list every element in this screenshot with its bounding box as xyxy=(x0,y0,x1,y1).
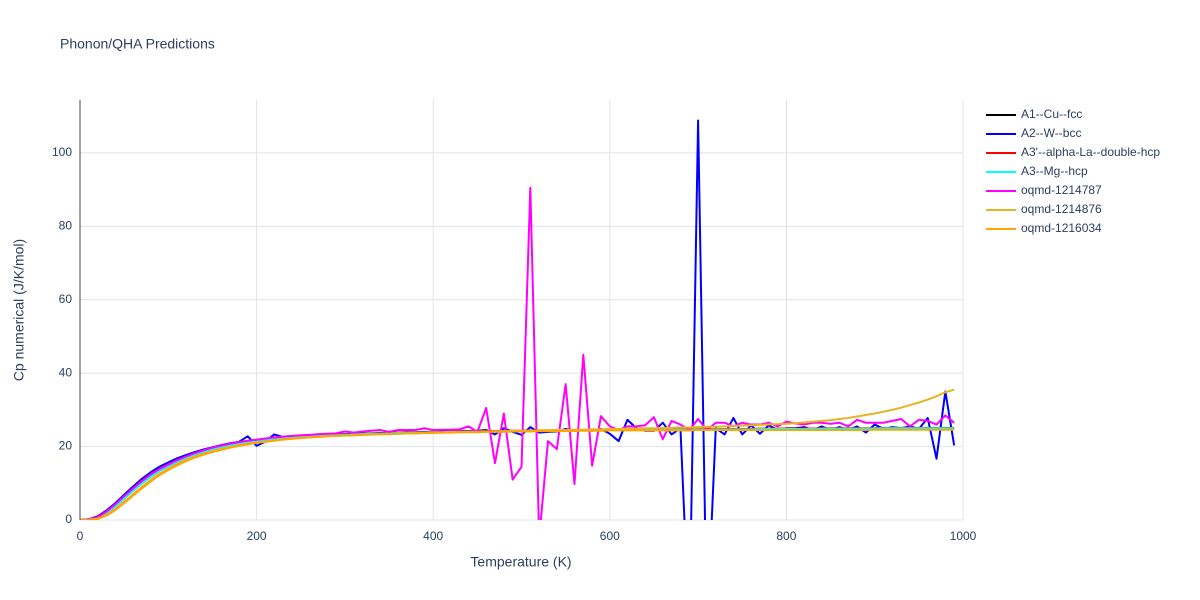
legend-label: oqmd-1214876 xyxy=(1021,202,1102,216)
legend-label: A1--Cu--fcc xyxy=(1021,107,1082,121)
legend: A1--Cu--fcc A2--W--bcc A3'--alpha-La--doub… xyxy=(986,107,1160,235)
legend-label: A2--W--bcc xyxy=(1021,126,1081,140)
legend-item[interactable]: oqmd-1216034 xyxy=(986,221,1102,235)
y-axis-label: Cp numerical (J/K/mol) xyxy=(11,239,27,381)
series-line xyxy=(80,428,955,520)
legend-label: oqmd-1214787 xyxy=(1021,183,1102,197)
series-line xyxy=(80,388,955,520)
legend-label: A3'--alpha-La--double-hcp xyxy=(1021,145,1160,159)
y-tick-label: 20 xyxy=(59,439,73,453)
legend-label: A3--Mg--hcp xyxy=(1021,164,1088,178)
legend-item[interactable]: oqmd-1214876 xyxy=(986,202,1102,216)
chart-title: Phonon/QHA Predictions xyxy=(60,36,215,52)
plot-area xyxy=(80,119,956,520)
legend-item[interactable]: A3--Mg--hcp xyxy=(986,164,1088,178)
x-tick-label: 600 xyxy=(600,529,620,543)
x-tick-label: 1000 xyxy=(950,529,977,543)
x-tick-label: 800 xyxy=(776,529,796,543)
legend-item[interactable]: oqmd-1214787 xyxy=(986,183,1102,197)
y-tick-label: 40 xyxy=(59,365,73,379)
series-line xyxy=(80,119,956,520)
legend-label: oqmd-1216034 xyxy=(1021,221,1102,235)
legend-item[interactable]: A2--W--bcc xyxy=(986,126,1081,140)
series-line xyxy=(80,186,955,520)
legend-item[interactable]: A1--Cu--fcc xyxy=(986,107,1082,121)
x-tick-label: 0 xyxy=(77,529,84,543)
x-tick-label: 400 xyxy=(423,529,443,543)
y-tick-label: 100 xyxy=(52,145,72,159)
y-tick-label: 0 xyxy=(65,512,72,526)
legend-item[interactable]: A3'--alpha-La--double-hcp xyxy=(986,145,1160,159)
y-tick-label: 80 xyxy=(59,218,73,232)
x-axis-label: Temperature (K) xyxy=(470,554,571,570)
y-tick-label: 60 xyxy=(59,292,73,306)
x-tick-label: 200 xyxy=(247,529,267,543)
